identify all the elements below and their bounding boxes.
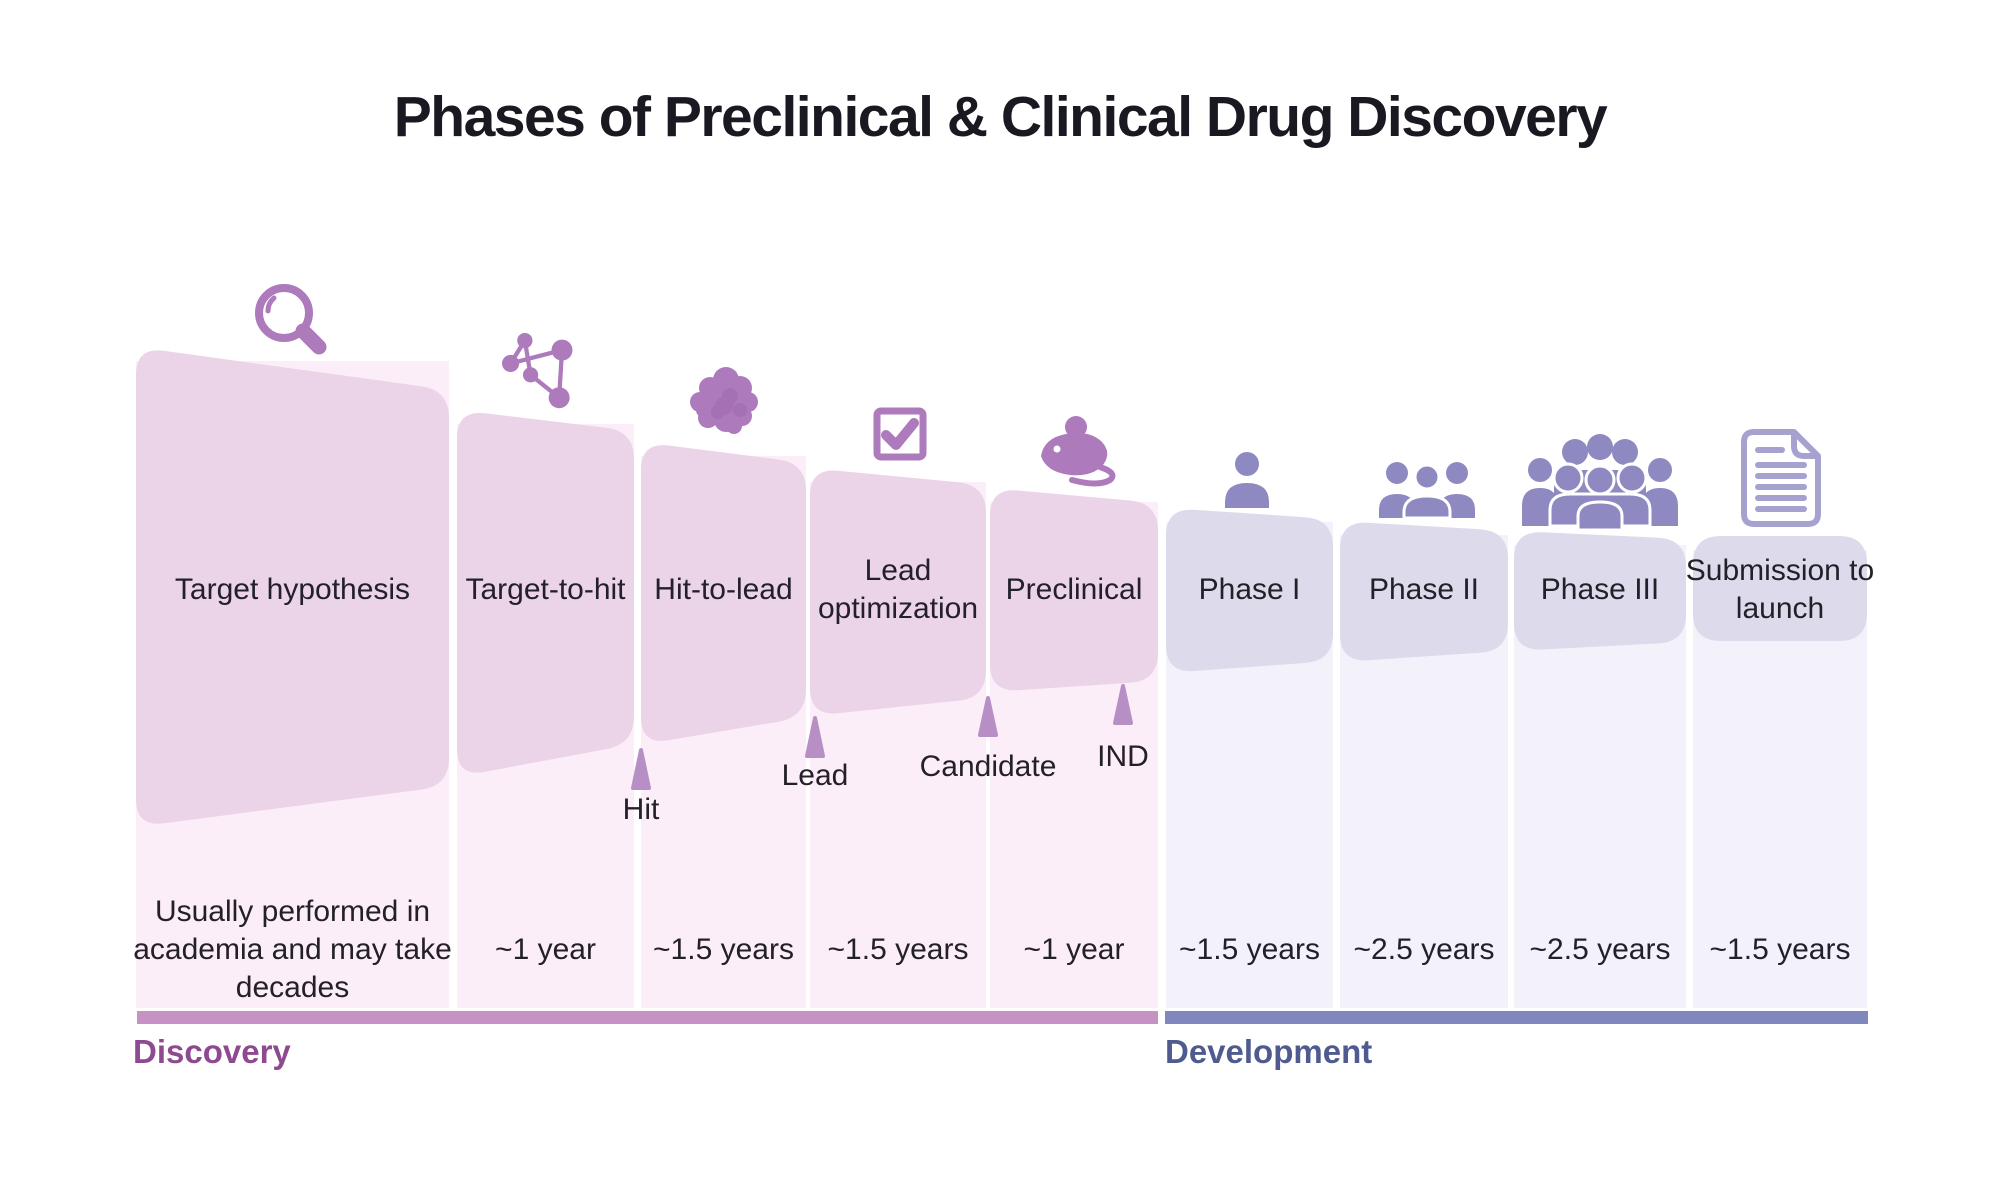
development-bar <box>1165 1011 1868 1024</box>
milestone-label-candidate: Candidate <box>919 750 1057 783</box>
phase-block-phase-1 <box>1166 509 1333 672</box>
phase-duration-lead-optimization: ~1.5 years <box>827 933 969 966</box>
molecule-icon <box>502 332 582 417</box>
phase-label-phase-1: Phase I <box>1198 573 1301 606</box>
small-group-icon <box>1378 458 1476 523</box>
protein-blob-icon <box>686 362 764 447</box>
milestone-label-hit: Hit <box>622 793 660 826</box>
phase-block-phase-3 <box>1514 532 1686 650</box>
phase-block-submission-to-launch <box>1693 536 1867 641</box>
phase-block-target-hypothesis <box>136 350 449 824</box>
phase-duration-preclinical: ~1 year <box>1023 933 1125 966</box>
phase-block-preclinical <box>990 490 1158 691</box>
phase-label-preclinical: Preclinical <box>1005 573 1143 606</box>
phase-block-lead-optimization <box>810 470 986 714</box>
phase-label-phase-3: Phase III <box>1540 573 1660 606</box>
milestone-marker-hit <box>631 748 651 790</box>
phase-label-phase-2: Phase II <box>1368 573 1480 606</box>
magnifier-icon <box>248 280 336 373</box>
milestone-marker-candidate <box>978 696 998 737</box>
phase-block-target-to-hit <box>457 412 634 773</box>
phase-label-target-to-hit: Target-to-hit <box>465 573 626 606</box>
discovery-bar <box>137 1011 1158 1024</box>
milestone-label-lead: Lead <box>781 759 849 792</box>
phase-label-hit-to-lead: Hit-to-lead <box>654 573 793 606</box>
person-icon <box>1222 450 1272 513</box>
phase-duration-target-hypothesis: Usually performed in academia and may ta… <box>133 895 452 1004</box>
phase-block-hit-to-lead <box>641 445 806 741</box>
mouse-icon <box>1030 410 1124 495</box>
phase-duration-hit-to-lead: ~1.5 years <box>653 933 794 966</box>
milestone-marker-lead <box>805 716 825 758</box>
development-section-label: Development <box>1165 1033 1373 1070</box>
document-icon <box>1738 428 1824 533</box>
phase-label-lead-optimization: Lead optimization <box>817 554 979 625</box>
phase-label-submission-to-launch: Submission to launch <box>1685 554 1875 625</box>
checkbox-icon <box>872 406 928 467</box>
phase-block-phase-2 <box>1340 522 1508 661</box>
milestone-label-ind: IND <box>1097 740 1149 773</box>
phase-duration-submission-to-launch: ~1.5 years <box>1709 933 1851 966</box>
phase-duration-phase-2: ~2.5 years <box>1353 933 1495 966</box>
phase-label-target-hypothesis: Target hypothesis <box>174 573 411 606</box>
phase-duration-phase-1: ~1.5 years <box>1179 933 1320 966</box>
large-group-icon <box>1520 430 1680 535</box>
milestone-marker-ind <box>1113 684 1133 725</box>
phase-duration-target-to-hit: ~1 year <box>495 933 596 966</box>
phase-duration-phase-3: ~2.5 years <box>1529 933 1671 966</box>
discovery-section-label: Discovery <box>133 1033 291 1070</box>
page-title: Phases of Preclinical & Clinical Drug Di… <box>393 85 1608 149</box>
